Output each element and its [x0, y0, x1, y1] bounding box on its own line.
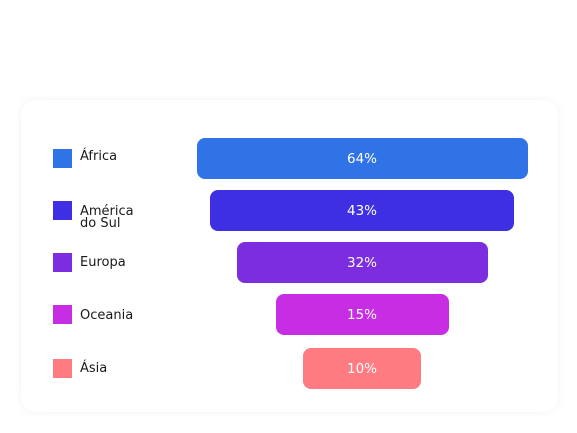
bar-value-label: 43% [346, 202, 377, 219]
legend-label: América do Sul [80, 204, 134, 231]
bar-value-label: 10% [346, 360, 377, 377]
legend-label: Ásia [80, 361, 108, 376]
bar-value-label: 64% [346, 150, 377, 167]
legend-swatch [53, 359, 72, 378]
bar-value-label: 15% [346, 306, 377, 323]
funnel-bar: 64% [196, 138, 528, 179]
funnel-bar: 32% [236, 242, 488, 283]
legend-swatch [53, 149, 72, 168]
funnel-bar: 43% [210, 190, 514, 231]
legend-label: África [80, 149, 118, 164]
funnel-bar: 15% [275, 294, 449, 335]
legend-swatch [53, 305, 72, 324]
bar-value-label: 32% [346, 254, 377, 271]
legend-swatch [53, 201, 72, 220]
legend-label: Europa [80, 255, 126, 270]
legend-swatch [53, 253, 72, 272]
funnel-bar: 10% [303, 348, 421, 389]
legend-label: Oceania [80, 308, 134, 323]
